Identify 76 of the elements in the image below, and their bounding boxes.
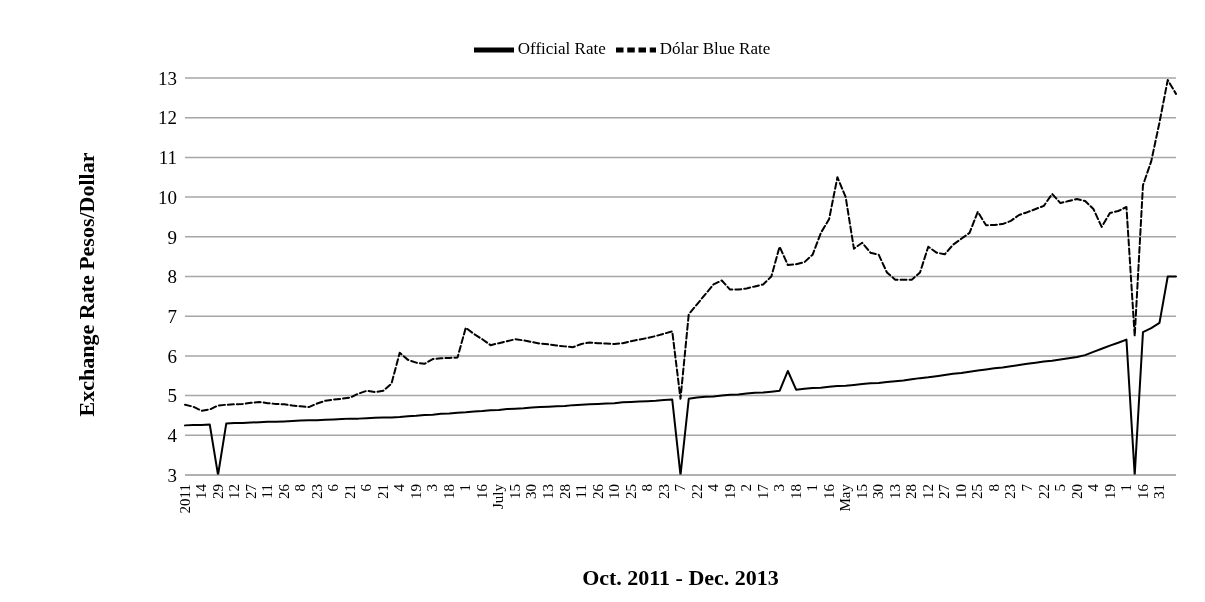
y-tick-label: 10: [158, 186, 177, 208]
x-tick-label: 2: [738, 484, 755, 492]
x-tick-label: 16: [473, 483, 490, 499]
x-axis-title: Oct. 2011 - Dec. 2013: [582, 565, 779, 590]
x-tick-label: 7: [1019, 483, 1035, 492]
x-tick-label: 10: [952, 484, 969, 499]
y-tick-label: 12: [158, 107, 177, 129]
legend-label: Dólar Blue Rate: [659, 38, 771, 58]
x-tick-label: 23: [308, 484, 325, 499]
x-tick-label: 20: [1068, 484, 1085, 499]
x-tick-label: 1: [804, 484, 821, 492]
x-tick-label: 8: [639, 484, 656, 492]
y-tick-label: 11: [158, 147, 177, 169]
y-tick-label: 6: [167, 345, 177, 367]
x-tick-label: 4: [391, 483, 408, 492]
y-tick-label: 5: [167, 385, 177, 407]
x-tick-label: 18: [787, 484, 804, 499]
x-tick-label: 19: [407, 484, 424, 499]
x-tick-label: 22: [1035, 484, 1052, 499]
x-tick-label: 13: [886, 484, 903, 499]
x-tick-label: 6: [358, 483, 375, 492]
x-tick-label: 15: [853, 484, 870, 499]
y-tick-label: 9: [167, 226, 177, 248]
x-tick-label: 7: [672, 483, 689, 492]
y-tick-label: 8: [167, 266, 177, 288]
x-tick-label: 11: [259, 484, 276, 499]
y-axis-title: Exchange Rate Pesos/Dollar: [73, 152, 99, 417]
x-tick-label: 16: [820, 483, 837, 499]
x-tick-label: 12: [919, 484, 936, 499]
x-tick-label: 3: [771, 484, 788, 492]
x-tick-label: July: [490, 483, 507, 510]
y-tick-label: 7: [167, 305, 177, 327]
x-tick-label: 28: [903, 484, 920, 499]
x-tick-label: 26: [589, 483, 606, 499]
x-tick-label: 6: [325, 483, 342, 492]
x-tick-label: 28: [556, 484, 573, 499]
x-tick-label: 8: [985, 484, 1002, 492]
x-tick-label: 4: [1085, 483, 1102, 492]
x-tick-label: 21: [341, 484, 358, 499]
x-tick-label: 18: [440, 484, 457, 499]
x-tick-label: 31: [1151, 484, 1168, 499]
x-tick-label: 14: [193, 483, 210, 499]
x-tick-label: 25: [969, 484, 986, 499]
legend-label: Official Rate: [517, 38, 606, 58]
x-tick-label: 16: [1134, 483, 1151, 499]
x-tick-label: 19: [1101, 484, 1118, 499]
x-tick-label: 30: [523, 484, 540, 499]
x-tick-label: 29: [209, 484, 226, 499]
x-tick-label: 30: [870, 484, 887, 499]
line-series: [184, 275, 1177, 475]
x-tick-label: 11: [573, 484, 590, 499]
x-tick-label: 13: [540, 484, 557, 499]
x-tick-label: 3: [424, 484, 441, 492]
x-tick-label: 19: [721, 484, 738, 499]
x-tick-label: 21: [374, 484, 391, 499]
x-tick-label: 26: [275, 483, 292, 499]
x-tick-label: 23: [1002, 484, 1019, 499]
x-tick-label: 10: [606, 484, 623, 499]
x-tick-label: 25: [622, 484, 639, 499]
x-tick-label: 4: [705, 483, 722, 492]
x-tick-label: 5: [1052, 484, 1069, 492]
x-tick-label: 27: [242, 483, 259, 499]
x-tick-label: 1: [1118, 484, 1135, 492]
y-tick-label: 13: [158, 67, 177, 89]
x-tick-label: 1: [457, 484, 474, 492]
x-tick-label: 17: [754, 483, 771, 499]
x-tick-label: 12: [226, 484, 243, 499]
x-tick-label: 2011: [176, 484, 193, 514]
y-tick-label: 4: [167, 425, 178, 447]
x-tick-label: May: [837, 483, 854, 512]
x-tick-label: 27: [936, 483, 953, 499]
x-tick-label: 23: [655, 484, 672, 499]
x-tick-label: 22: [688, 484, 705, 499]
line-series: [184, 78, 1177, 412]
x-tick-label: 8: [292, 484, 309, 492]
x-tick-label: 15: [506, 484, 523, 499]
